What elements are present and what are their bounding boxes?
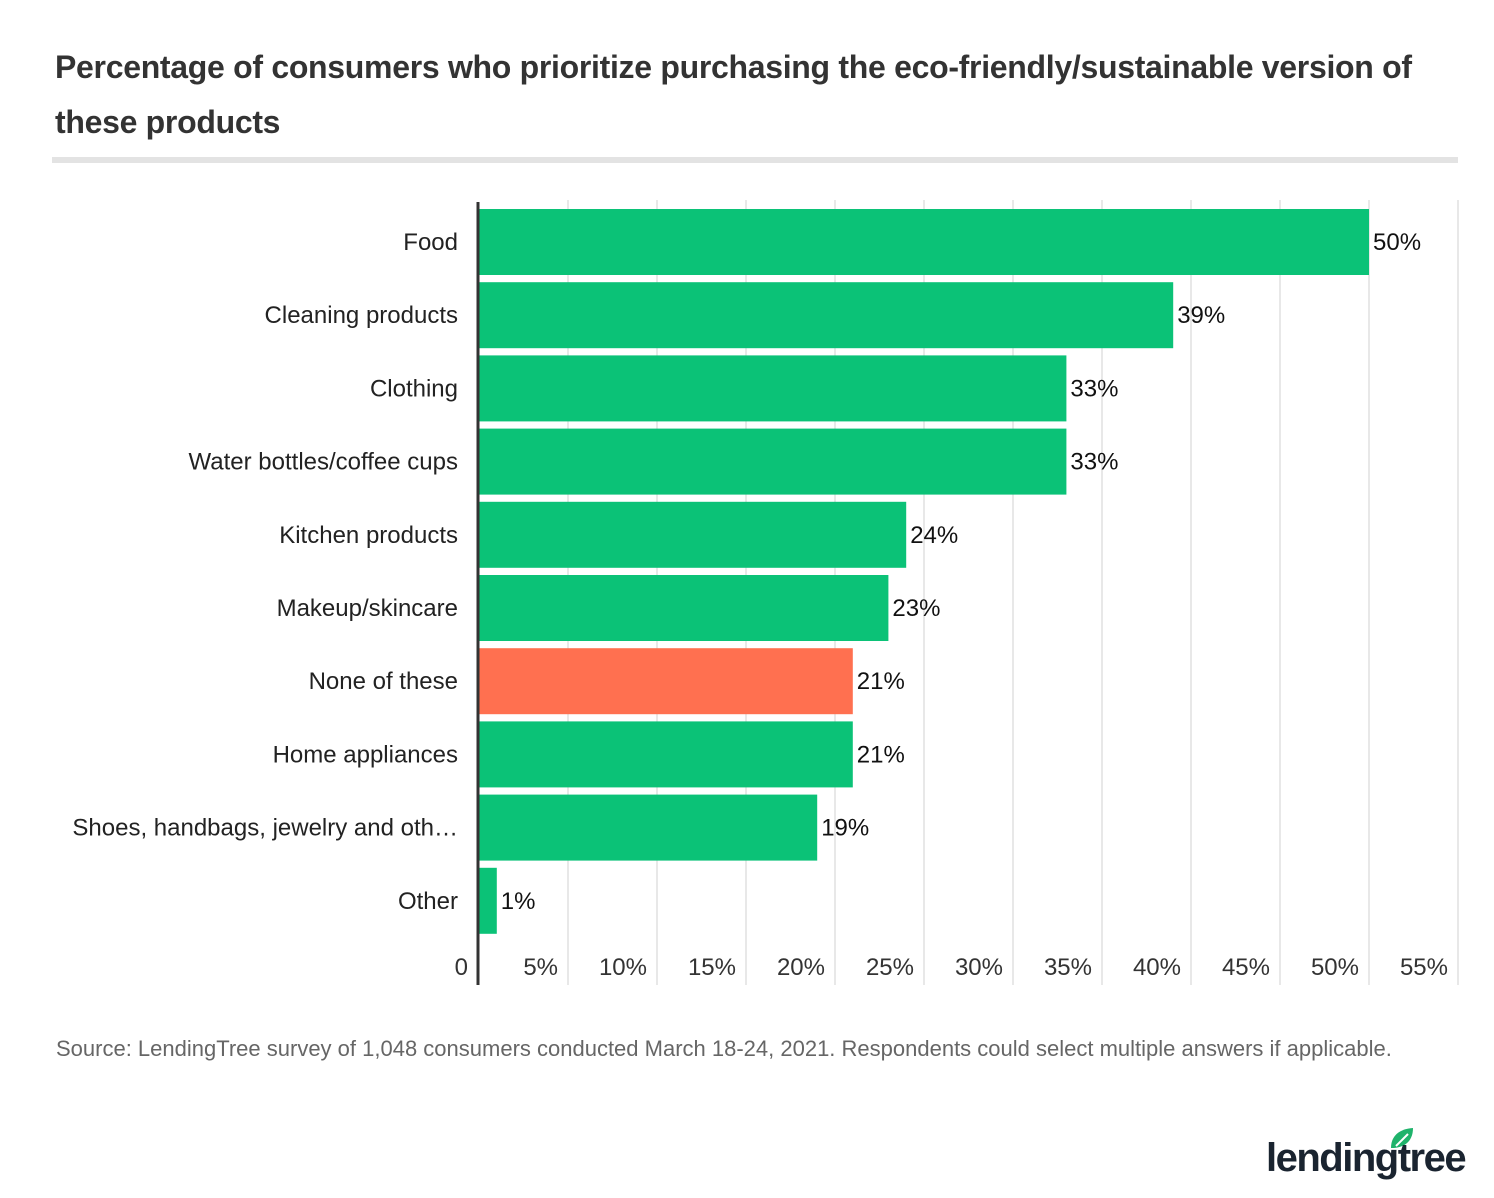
category-label: Makeup/skincare (277, 595, 458, 622)
x-tick-label: 40% (1133, 954, 1181, 981)
category-label: Kitchen products (279, 522, 458, 549)
bar (479, 648, 853, 715)
data-label: 23% (892, 595, 940, 622)
category-label: Shoes, handbags, jewelry and oth… (72, 815, 458, 842)
lendingtree-logo: lendingtree (1266, 1126, 1467, 1186)
x-tick-label: 20% (777, 954, 825, 981)
x-tick-label: 25% (866, 954, 914, 981)
x-tick-label: 5% (523, 954, 558, 981)
bar (479, 355, 1067, 422)
bar (479, 282, 1174, 349)
data-label: 39% (1177, 302, 1225, 329)
data-label: 21% (857, 668, 905, 695)
bar (479, 721, 853, 788)
x-tick-label: 35% (1044, 954, 1092, 981)
bar (479, 867, 497, 934)
x-tick-label: 45% (1222, 954, 1270, 981)
category-label: Cleaning products (265, 302, 458, 329)
title-divider (52, 157, 1458, 163)
bar (479, 794, 818, 861)
data-label: 19% (821, 815, 869, 842)
bar-chart: 0 5% 10% 15% 20% 25% 30% 35% 40% 45% 50% 55% Food 50%… (72, 200, 1459, 985)
bar (479, 575, 889, 641)
data-label: 50% (1373, 229, 1421, 256)
source-note: Source: LendingTree survey of 1,048 cons… (56, 1036, 1392, 1061)
category-label: Clothing (370, 375, 458, 402)
x-tick-label: 15% (688, 954, 736, 981)
category-label: Water bottles/coffee cups (189, 449, 458, 476)
data-label: 21% (857, 741, 905, 768)
chart-title: Percentage of consumers who prioritize p… (55, 49, 1412, 140)
data-label: 1% (501, 888, 536, 915)
data-label: 33% (1070, 375, 1118, 402)
leaf-icon (1391, 1128, 1413, 1148)
bar (479, 428, 1067, 495)
category-label: Home appliances (273, 741, 458, 768)
x-tick-label: 55% (1400, 954, 1448, 981)
x-tick-label: 0 (455, 954, 468, 981)
data-label: 33% (1070, 449, 1118, 476)
bar (479, 209, 1369, 275)
data-label: 24% (910, 522, 958, 549)
x-tick-label: 10% (599, 954, 647, 981)
logo-text: lendingtree (1266, 1136, 1467, 1180)
bar (479, 501, 907, 568)
x-tick-label: 30% (955, 954, 1003, 981)
category-label: Other (398, 888, 458, 915)
category-label: None of these (309, 668, 458, 695)
x-tick-label: 50% (1311, 954, 1359, 981)
category-label: Food (403, 229, 458, 256)
